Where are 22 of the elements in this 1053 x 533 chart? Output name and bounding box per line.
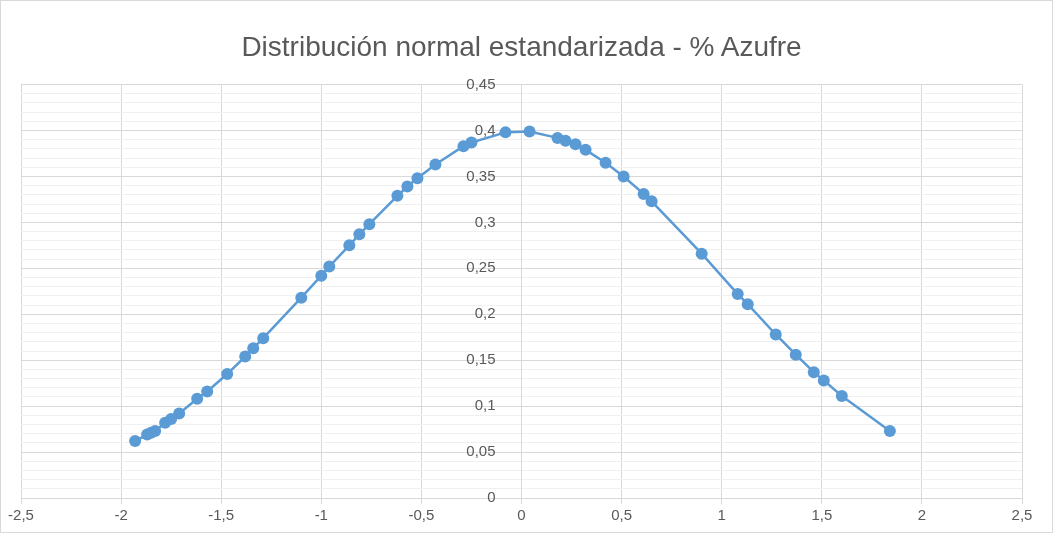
y-tick-label: 0,3 [474,212,496,230]
x-tick-label: 1,5 [811,506,833,524]
x-tick-label: -1 [314,506,328,524]
y-tick-label: 0,25 [466,258,496,276]
x-tick-label: 1 [717,506,726,524]
y-tick-label: 0,35 [466,166,496,184]
x-tick-label: -2 [114,506,128,524]
x-tick-label: -1,5 [208,506,235,524]
x-tick-label: -2,5 [8,506,34,524]
x-tick-label: 0 [517,506,526,524]
y-tick-label: 0,05 [466,442,496,460]
y-tick-label: 0,45 [466,74,496,92]
chart-title: Distribución normal estandarizada - % Azufre [241,30,802,62]
y-tick-label: 0,4 [474,120,496,138]
x-tick-label: 2 [917,506,927,524]
y-tick-label: 0,2 [474,304,496,322]
x-tick-label: 0,5 [611,506,633,524]
y-tick-label: 0 [487,488,496,506]
y-tick-label: 0,1 [474,396,496,414]
x-tick-label: -0,5 [408,506,435,524]
x-tick-label: 2,5 [1011,506,1033,524]
y-tick-label: 0,15 [466,350,496,368]
